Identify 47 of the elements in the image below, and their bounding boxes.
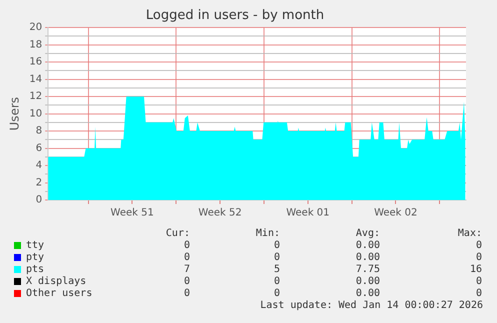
y-tick-label: 0 (36, 194, 42, 206)
y-tick-label: 14 (29, 74, 42, 85)
text: 0 (272, 276, 280, 287)
text: 0 (182, 276, 190, 287)
text: 0 (272, 240, 280, 251)
text: 7 (182, 264, 190, 275)
text: 16 (468, 264, 482, 275)
legend-label: tty (26, 240, 44, 251)
text: 0 (474, 276, 482, 287)
y-tick-label: 20 (29, 22, 42, 34)
y-tick-label: 12 (29, 91, 42, 102)
text: 0 (272, 288, 280, 299)
text: 0 (272, 252, 280, 263)
text: 7.75 (354, 264, 380, 275)
y-tick-label: 16 (29, 56, 42, 68)
y-axis-title: Users (7, 96, 22, 131)
x-tick-label: Week 02 (374, 208, 418, 219)
legend-label: pts (26, 264, 44, 275)
text: Cur: (164, 228, 190, 239)
text: Min: (254, 228, 280, 239)
text: 0 (474, 252, 482, 263)
x-tick-label: Week 01 (286, 208, 330, 219)
x-tick-label: Week 51 (110, 208, 154, 219)
y-tick-label: 6 (36, 142, 42, 154)
text: 0 (474, 288, 482, 299)
text: 0.00 (354, 240, 380, 251)
text: Last update: Wed Jan 14 00:00:27 2026 (260, 300, 483, 311)
y-tick-label: 2 (36, 177, 42, 188)
text: 0 (474, 240, 482, 251)
chart-title: Logged in users - by month (146, 8, 324, 24)
y-tick-label: 10 (29, 108, 42, 120)
text: 0 (182, 252, 190, 263)
legend-label: X displays (26, 276, 86, 287)
x-tick-label: Week 52 (198, 208, 242, 219)
text: Avg: (354, 228, 380, 239)
text: 0 (182, 240, 190, 251)
text: 0.00 (354, 288, 380, 299)
y-tick-label: 18 (29, 39, 42, 50)
legend-label: Other users (26, 288, 92, 299)
text: 0.00 (354, 276, 380, 287)
text: Max: (456, 228, 482, 239)
y-tick-label: 8 (36, 126, 42, 137)
text: 0 (182, 288, 190, 299)
legend-label: pty (26, 252, 44, 263)
text: 0.00 (354, 252, 380, 263)
y-tick-label: 4 (36, 160, 42, 172)
text: 5 (272, 264, 280, 275)
